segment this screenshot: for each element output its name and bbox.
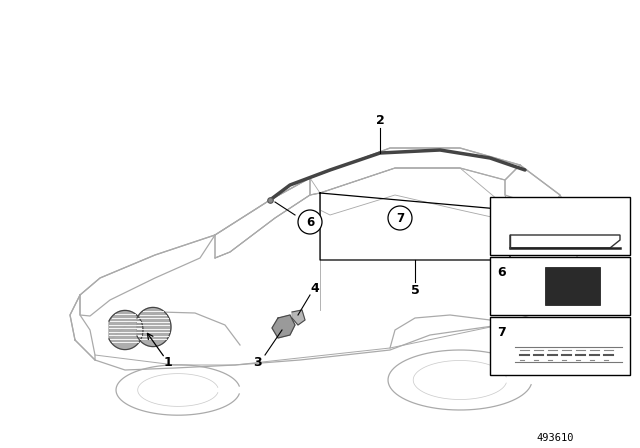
Text: 6: 6 [497,266,506,279]
Text: 4: 4 [310,281,319,294]
Text: 5: 5 [411,284,419,297]
Polygon shape [292,310,305,325]
Bar [490,257,630,315]
Polygon shape [510,235,620,248]
Text: 7: 7 [497,326,506,339]
Bar [490,317,630,375]
Bar [490,197,630,255]
Polygon shape [137,307,171,347]
Bar [545,267,600,305]
Text: 7: 7 [396,211,404,224]
Text: 3: 3 [253,356,262,369]
Text: 493610: 493610 [536,433,573,443]
Text: 2: 2 [376,113,385,126]
Text: 1: 1 [164,356,172,369]
Circle shape [298,210,322,234]
Polygon shape [272,315,295,338]
Circle shape [388,206,412,230]
Text: 6: 6 [306,215,314,228]
Polygon shape [109,310,143,349]
